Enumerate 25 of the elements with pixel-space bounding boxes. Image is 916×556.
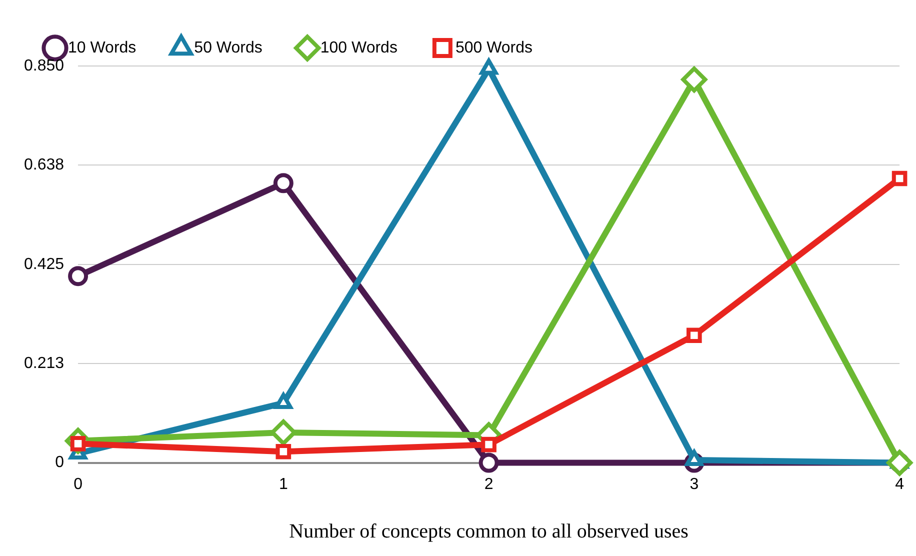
legend-label: 10 Words (68, 39, 136, 56)
y-tick-label: 0.213 (24, 355, 64, 372)
y-tick-label: 0.638 (24, 156, 64, 174)
x-tick-label: 0 (74, 476, 83, 493)
point (270, 419, 296, 446)
point (886, 450, 913, 476)
point (892, 170, 908, 186)
x-tick-label: 3 (690, 476, 699, 493)
x-axis-title: Number of concepts common to all observed uses (289, 520, 689, 542)
point (481, 436, 496, 452)
y-tick-label: 0.425 (24, 256, 64, 273)
legend-label: 50 Words (194, 39, 262, 56)
x-tick-label: 1 (278, 476, 288, 493)
x-tick-label: 4 (895, 476, 904, 493)
legend-label: 100 Words (320, 39, 398, 56)
y-tick-label: 0 (55, 454, 64, 472)
x-tick-label: 2 (484, 476, 494, 493)
legend-label: 500 Words (455, 39, 533, 56)
point (273, 173, 294, 194)
point (478, 452, 499, 473)
point (68, 266, 88, 286)
point (276, 444, 292, 460)
y-tick-label: 0.850 (24, 57, 64, 74)
point (681, 66, 708, 93)
point (686, 328, 702, 344)
